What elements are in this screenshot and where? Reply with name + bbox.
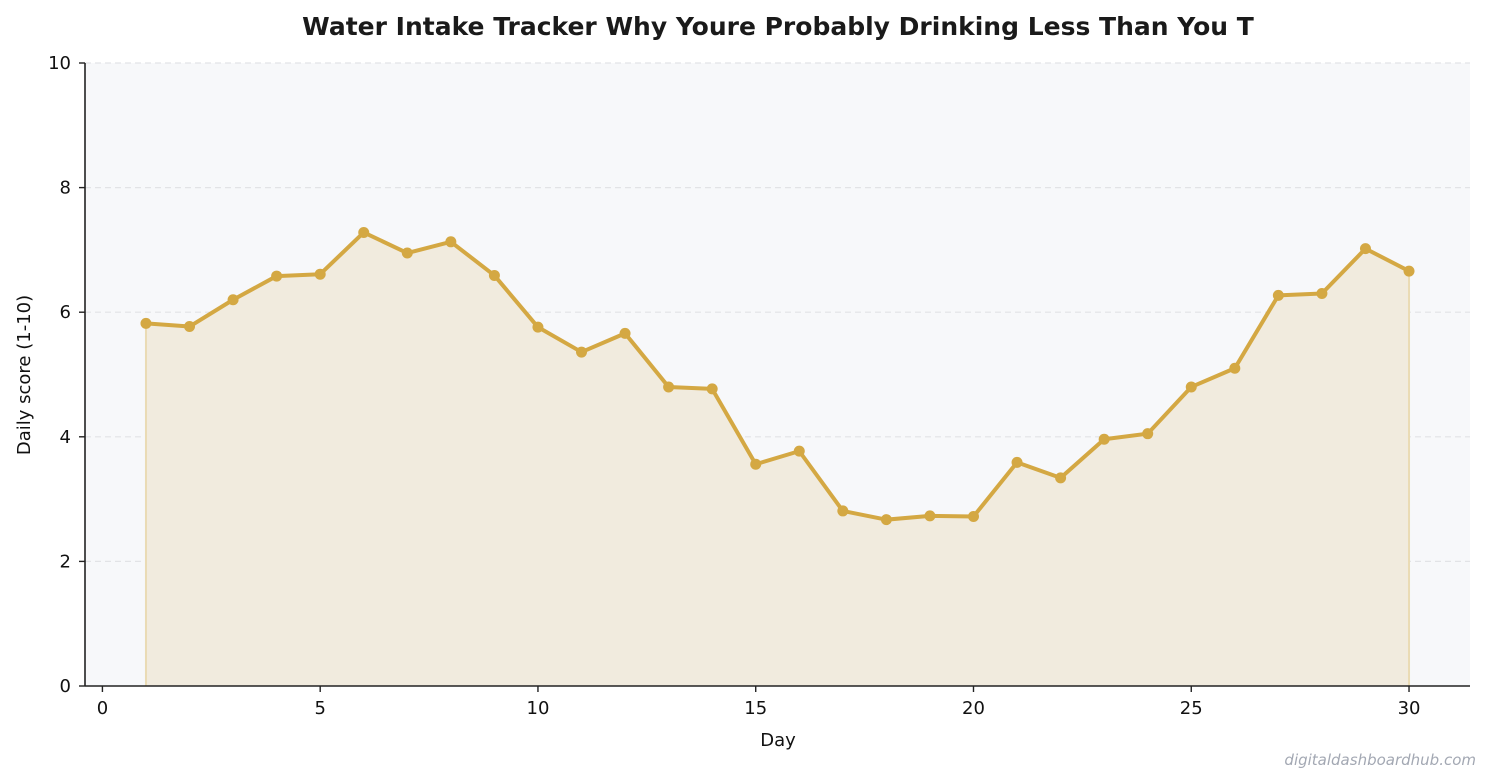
data-point-day-2	[184, 321, 196, 333]
watermark-text: digitaldashboardhub.com	[1284, 751, 1476, 769]
y-tick-label-8: 8	[60, 178, 71, 199]
data-point-day-3	[227, 294, 239, 306]
data-point-day-6	[358, 226, 370, 238]
data-point-day-5	[314, 268, 326, 280]
x-tick-label-15: 15	[744, 698, 767, 719]
data-point-day-12	[619, 327, 631, 339]
data-point-day-25	[1185, 381, 1197, 393]
data-point-day-13	[663, 381, 675, 393]
y-axis-label: Daily score (1-10)	[14, 295, 35, 455]
data-point-day-29	[1359, 243, 1371, 255]
data-point-day-21	[1011, 456, 1023, 468]
series-line	[143, 230, 1412, 522]
data-point-day-1	[140, 317, 152, 329]
data-point-day-18	[880, 514, 892, 526]
data-point-day-11	[576, 346, 588, 358]
x-tick-label-25: 25	[1180, 698, 1203, 719]
data-point-day-15	[750, 458, 762, 470]
data-point-day-7	[401, 247, 413, 259]
data-points	[140, 226, 1415, 526]
data-point-day-9	[488, 269, 500, 281]
x-axis-label: Day	[760, 730, 796, 751]
data-point-day-20	[967, 511, 979, 523]
y-tick-label-0: 0	[60, 676, 71, 697]
data-point-day-22	[1055, 472, 1067, 484]
data-point-day-16	[793, 445, 805, 457]
axes	[84, 63, 1470, 687]
data-point-day-10	[532, 321, 544, 333]
y-tick-label-2: 2	[60, 551, 71, 572]
chart-title: Water Intake Tracker Why Youre Probably …	[302, 12, 1254, 41]
area-edges	[144, 271, 1411, 686]
x-tick-label-5: 5	[314, 698, 325, 719]
y-tick-label-10: 10	[48, 53, 71, 74]
data-point-day-27	[1272, 289, 1284, 301]
y-tick-label-6: 6	[60, 302, 71, 323]
data-point-day-23	[1098, 433, 1110, 445]
data-point-day-14	[706, 383, 718, 395]
y-ticks: 0 2 4 6 8 10	[48, 53, 85, 697]
data-point-day-8	[445, 236, 457, 248]
x-tick-label-20: 20	[962, 698, 985, 719]
data-point-day-30	[1403, 265, 1415, 277]
x-tick-label-0: 0	[97, 698, 108, 719]
y-tick-label-4: 4	[60, 427, 71, 448]
data-point-day-24	[1142, 428, 1154, 440]
data-point-day-17	[837, 505, 849, 517]
data-point-day-26	[1229, 362, 1241, 374]
data-point-day-28	[1316, 288, 1328, 300]
x-ticks: 0 5 10 15 20 25 30	[97, 686, 1421, 719]
data-point-day-19	[924, 510, 936, 522]
data-point-day-4	[271, 270, 283, 282]
x-tick-label-30: 30	[1398, 698, 1421, 719]
x-tick-label-10: 10	[527, 698, 550, 719]
